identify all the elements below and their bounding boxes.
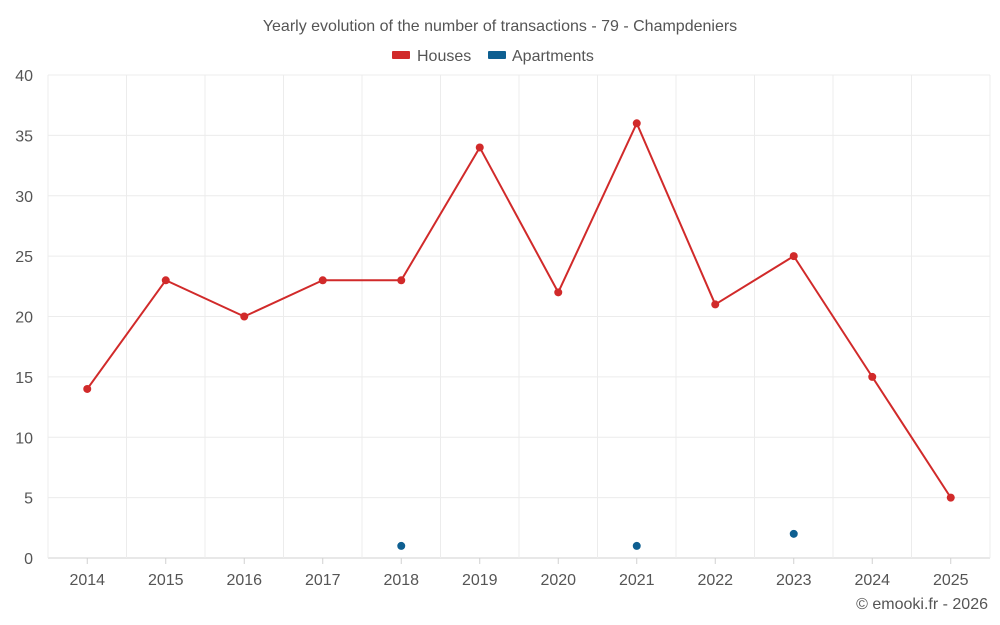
data-point-houses-2015[interactable] xyxy=(161,276,170,285)
legend-label-apartments: Apartments xyxy=(512,48,594,65)
y-axis-ticks: 0 5 10 15 20 25 30 35 40 xyxy=(15,68,33,568)
y-tick-label: 10 xyxy=(15,430,33,447)
x-tick-label: 2015 xyxy=(148,572,184,589)
x-tick-label: 2021 xyxy=(619,572,655,589)
x-tick-label: 2020 xyxy=(540,572,576,589)
series-houses xyxy=(83,119,955,502)
data-point-apartments-2021[interactable] xyxy=(632,541,641,550)
legend-item-houses[interactable]: Houses xyxy=(392,48,471,65)
legend-label-houses: Houses xyxy=(417,48,471,65)
y-tick-label: 25 xyxy=(15,249,33,266)
data-point-houses-2020[interactable] xyxy=(554,288,563,297)
grid xyxy=(47,74,991,559)
legend-swatch-houses xyxy=(392,51,410,59)
data-point-houses-2016[interactable] xyxy=(240,312,249,321)
x-axis-ticks: 2014 2015 2016 2017 2018 2019 2020 2021 2022 2023… xyxy=(69,558,969,589)
y-tick-label: 35 xyxy=(15,128,33,145)
legend-swatch-apartments xyxy=(488,51,506,59)
x-tick-label: 2019 xyxy=(462,572,498,589)
data-point-houses-2017[interactable] xyxy=(318,276,327,285)
data-point-houses-2022[interactable] xyxy=(711,300,720,309)
x-tick-label: 2017 xyxy=(305,572,341,589)
x-tick-label: 2024 xyxy=(854,572,890,589)
x-tick-label: 2023 xyxy=(776,572,812,589)
data-point-houses-2024[interactable] xyxy=(868,372,877,381)
y-tick-label: 40 xyxy=(15,68,33,85)
y-tick-label: 5 xyxy=(24,491,33,508)
credit-text: © emooki.fr - 2026 xyxy=(856,596,988,613)
x-tick-label: 2022 xyxy=(697,572,733,589)
chart-title: Yearly evolution of the number of transa… xyxy=(263,18,737,35)
x-tick-label: 2016 xyxy=(226,572,262,589)
legend-item-apartments[interactable]: Apartments xyxy=(488,48,594,65)
x-tick-label: 2025 xyxy=(933,572,969,589)
series xyxy=(83,119,955,550)
legend: Houses Apartments xyxy=(392,48,594,65)
x-tick-label: 2014 xyxy=(69,572,105,589)
series-apartments xyxy=(397,529,798,550)
data-point-houses-2023[interactable] xyxy=(789,252,798,261)
data-point-houses-2021[interactable] xyxy=(632,119,641,128)
data-point-apartments-2023[interactable] xyxy=(789,529,798,538)
series-line-houses xyxy=(86,122,952,499)
y-tick-label: 0 xyxy=(24,551,33,568)
y-tick-label: 30 xyxy=(15,189,33,206)
y-tick-label: 20 xyxy=(15,310,33,327)
x-tick-label: 2018 xyxy=(383,572,419,589)
data-point-houses-2014[interactable] xyxy=(83,384,92,393)
data-point-houses-2025[interactable] xyxy=(946,493,955,502)
data-point-houses-2019[interactable] xyxy=(475,143,484,152)
data-point-apartments-2018[interactable] xyxy=(397,541,406,550)
y-tick-label: 15 xyxy=(15,370,33,387)
data-point-houses-2018[interactable] xyxy=(397,276,406,285)
